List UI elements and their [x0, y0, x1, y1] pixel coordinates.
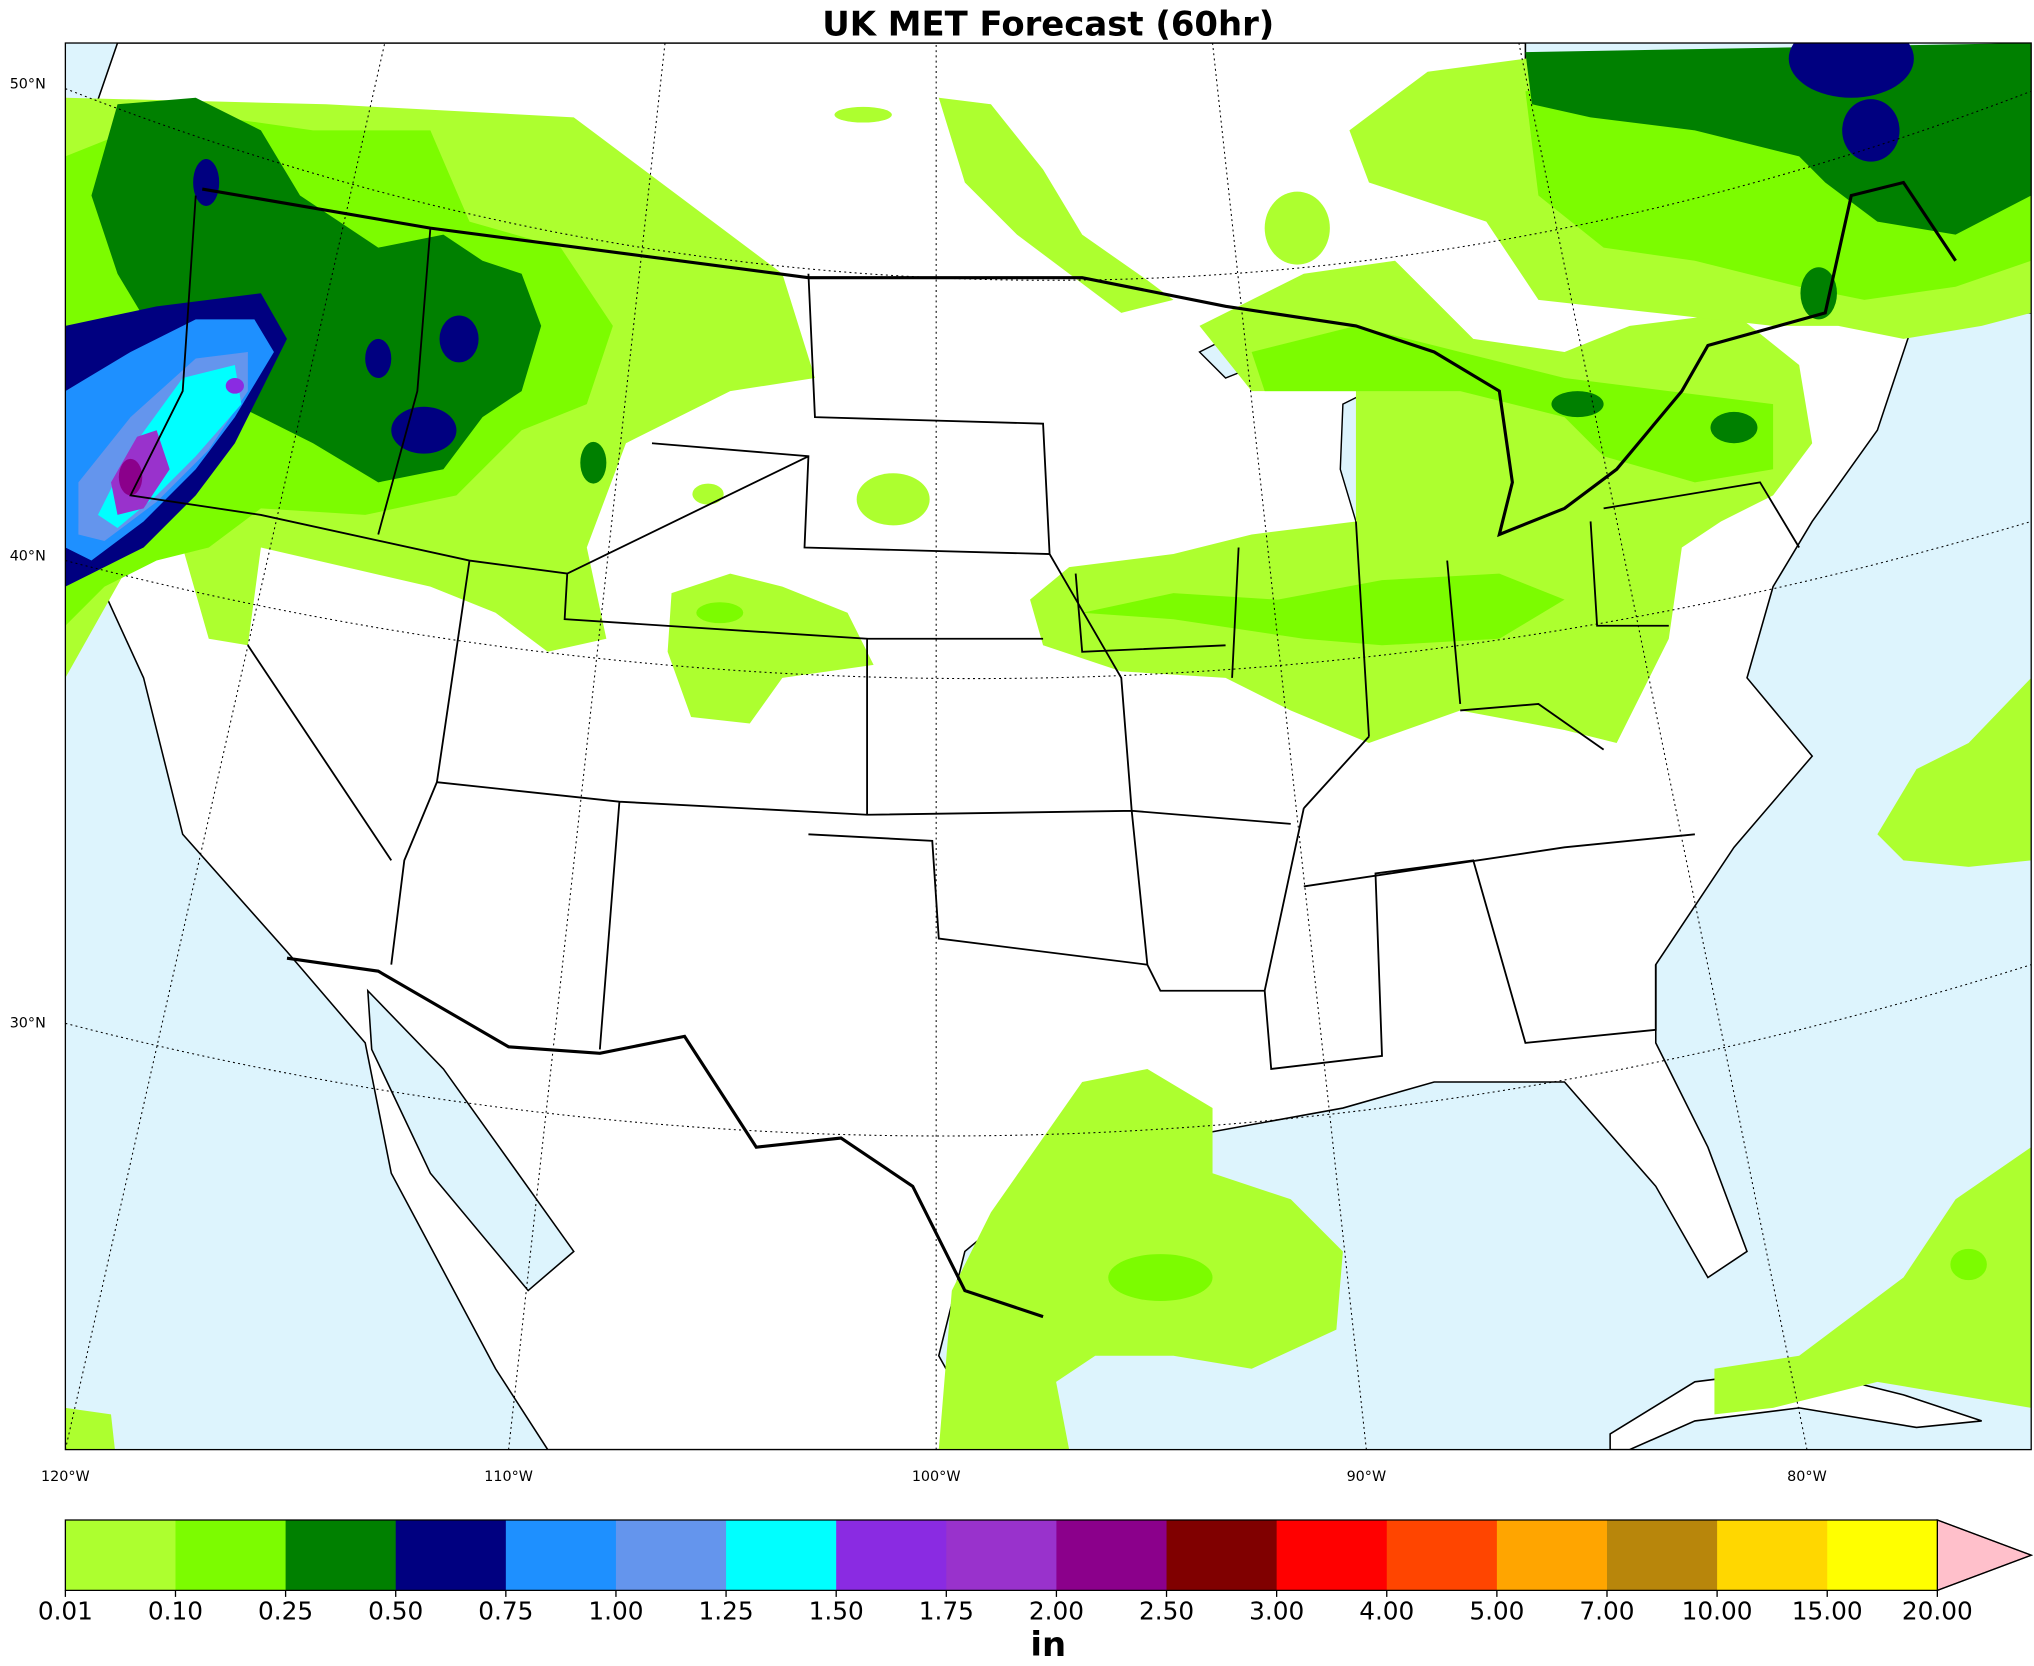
- precip-area: [1877, 677, 2032, 867]
- lat-label: 40°N: [10, 549, 46, 565]
- borders: [129, 180, 1957, 1319]
- graticule: [65, 43, 2032, 1450]
- colorbar-tick-label: 15.00: [1792, 1597, 1863, 1626]
- colorbar-tick-label: 3.00: [1249, 1597, 1304, 1626]
- colorbar-segment: [285, 1519, 397, 1591]
- precip-area: [1950, 1248, 1987, 1281]
- precip-area: [1714, 1147, 2032, 1415]
- precip-area: [696, 602, 744, 624]
- precip-area: [365, 338, 392, 379]
- colorbar-segment: [1496, 1519, 1608, 1591]
- lon-label: 100°W: [912, 1469, 961, 1485]
- colorbar-tick-label: 2.00: [1029, 1597, 1084, 1626]
- precip-area: [1082, 573, 1565, 646]
- colorbar-segment: [1056, 1519, 1168, 1591]
- lat-label: 30°N: [10, 1015, 46, 1031]
- colorbar-segment: [65, 1519, 177, 1591]
- map: 50°N 40°N 30°N 120°W 110°W 100°W 90°W 80…: [10, 42, 2032, 1485]
- precip-area: [1251, 325, 1774, 483]
- precip-area: [692, 483, 724, 505]
- colorbar-segment: [1717, 1519, 1828, 1591]
- precip-area: [856, 473, 930, 526]
- precip-area: [439, 315, 479, 363]
- colorbar-tick-label: 20.00: [1902, 1597, 1973, 1626]
- title: UK MET Forecast (60hr): [822, 5, 1274, 44]
- colorbar-tick-label: 4.00: [1359, 1597, 1414, 1626]
- precip-area: [65, 1407, 115, 1450]
- colorbar-segment: [726, 1519, 837, 1591]
- colorbar-tick-label: 1.00: [588, 1597, 643, 1626]
- precip-area: [1710, 411, 1758, 444]
- colorbar-tick-label: 1.50: [809, 1597, 864, 1626]
- lon-label: 90°W: [1347, 1469, 1387, 1485]
- colorbar-segment: [395, 1519, 507, 1591]
- colorbar-segment: [1827, 1519, 1938, 1591]
- colorbar-label: in: [1030, 1625, 1066, 1664]
- colorbar-segment: [836, 1519, 947, 1591]
- lon-label: 110°W: [484, 1469, 533, 1485]
- colorbar-tick-label: 0.75: [478, 1597, 533, 1626]
- precip-fill: [65, 43, 2032, 1450]
- precip-area: [1800, 267, 1837, 320]
- colorbar-tick-label: 0.50: [368, 1597, 423, 1626]
- colorbar-tick-label: 10.00: [1682, 1597, 1753, 1626]
- precip-area: [1788, 43, 1914, 98]
- precip-area: [1842, 99, 1900, 162]
- colorbar-segment: [505, 1519, 617, 1591]
- colorbar-tick-label: 7.00: [1579, 1597, 1634, 1626]
- precip-area: [193, 159, 220, 206]
- colorbar-tick-label: 1.25: [699, 1597, 754, 1626]
- colorbar-tick-label: 0.25: [258, 1597, 313, 1626]
- colorbar-segment: [175, 1519, 287, 1591]
- precip-area: [938, 97, 1174, 313]
- precip-area: [1551, 391, 1604, 418]
- gulf-of-california: [366, 988, 575, 1292]
- colorbar-segment: [946, 1519, 1058, 1591]
- precip-area: [1108, 1254, 1213, 1301]
- colorbar-segment: [1166, 1519, 1278, 1591]
- lat-label: 50°N: [10, 77, 46, 93]
- colorbar-tick-label: 1.75: [919, 1597, 974, 1626]
- precip-area: [834, 106, 892, 123]
- colorbar-segment: [1606, 1519, 1718, 1591]
- lon-label: 120°W: [41, 1469, 90, 1485]
- precip-area: [1264, 191, 1330, 265]
- map-frame: [64, 42, 2032, 1451]
- colorbar-tick-label: 5.00: [1469, 1597, 1524, 1626]
- colorbar-segment: [1276, 1519, 1388, 1591]
- lon-label: 80°W: [1787, 1469, 1827, 1485]
- precip-area: [391, 406, 457, 454]
- colorbar-tick-label: 0.10: [148, 1597, 203, 1626]
- colorbar-tick-label: 2.50: [1139, 1597, 1194, 1626]
- precip-area: [225, 378, 244, 394]
- colorbar-outline: [64, 1519, 2034, 1592]
- colorbar-segment: [1386, 1519, 1498, 1591]
- colorbar-extension: [1936, 1519, 2034, 1592]
- colorbar-tick-label: 0.01: [38, 1597, 93, 1626]
- precip-area: [118, 458, 143, 496]
- colorbar: 0.01 0.10 0.25 0.50 0.75 1.00 1.25 1.50 1.75 2.00…: [38, 1519, 2034, 1626]
- colorbar-segment: [615, 1519, 727, 1591]
- precip-area: [580, 441, 607, 484]
